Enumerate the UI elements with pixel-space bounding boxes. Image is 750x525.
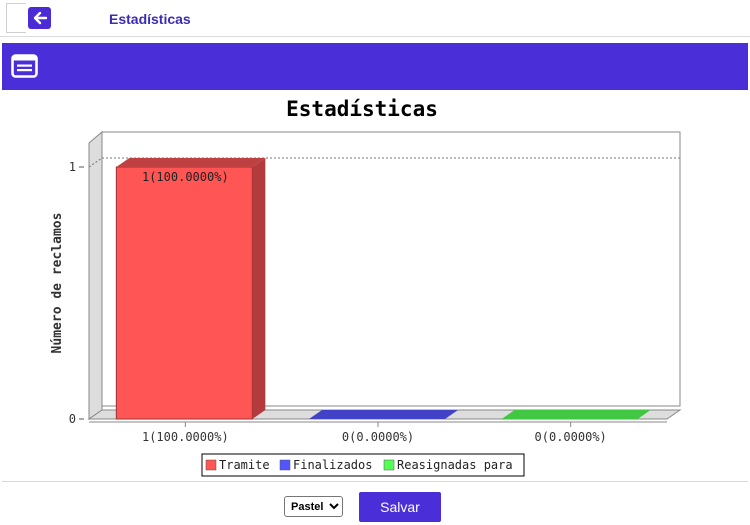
bar-top [116,158,266,167]
bar-flat [309,410,458,419]
top-bar: Estadísticas [0,0,750,37]
y-axis-label: Número de reclamos [50,213,65,354]
left-panel-edge [6,3,26,33]
bar-side [252,158,266,419]
bar-data-label: 1(100.0000%) [142,170,229,184]
bar-front [115,166,253,420]
bar-2 [309,410,458,419]
bar-chart: Estadísticas Número de reclamos 01 1(100… [50,97,682,477]
plot-left-wall [88,130,103,420]
legend-label: Tramite [219,458,270,472]
y-tick-label: 0 [69,412,76,426]
arrow-left-icon [33,11,47,25]
x-ticks: 1(100.0000%) 0(0.0000%) 0(0.0000%) [142,422,607,444]
back-button[interactable] [28,7,51,29]
legend-swatch [205,459,217,471]
x-tick-label: 0(0.0000%) [535,430,607,444]
x-tick-label: 1(100.0000%) [142,430,229,444]
banner [2,43,748,90]
palette-select[interactable]: Pastel [284,496,343,517]
x-tick-label: 0(0.0000%) [342,430,414,444]
legend-item: Tramite [205,458,270,472]
legend-swatch [383,459,395,471]
legend-item: Finalizados [279,458,372,472]
bar-flat [501,410,651,419]
bar-1: 1(100.0000%) [115,158,266,420]
legend-box [201,453,525,477]
list-icon[interactable] [11,54,38,78]
bar-3 [501,410,651,419]
save-button[interactable]: Salvar [359,492,441,522]
legend-item: Reasignadas para [383,458,513,472]
legend-label: Reasignadas para [397,458,513,472]
chart-title: Estadísticas [286,97,438,121]
divider [2,481,748,482]
grid-line-depth [88,157,103,168]
page-title: Estadísticas [109,11,191,27]
legend-label: Finalizados [293,458,372,472]
y-tick-label: 1 [69,160,76,174]
y-ticks: 01 [69,160,84,426]
legend: Tramite Finalizados Reasignadas para [201,453,525,477]
legend-swatch [279,459,291,471]
bars: 1(100.0000%) [115,158,651,420]
